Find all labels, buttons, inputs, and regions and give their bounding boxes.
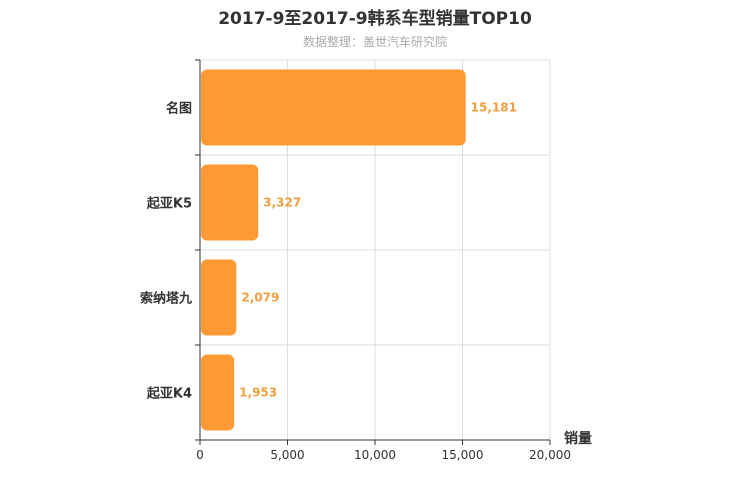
x-tick-label: 0: [196, 448, 204, 462]
data-label: 15,181: [471, 101, 517, 115]
bar: [201, 69, 466, 146]
chart-title: 2017-9至2017-9韩系车型销量TOP10: [218, 9, 532, 29]
bar: [201, 259, 237, 336]
bar: [201, 354, 235, 431]
x-tick-label: 15,000: [442, 448, 484, 462]
x-tick-label: 5,000: [270, 448, 304, 462]
bars-group: [201, 69, 466, 431]
data-label: 1,953: [239, 386, 277, 400]
chart-subtitle: 数据整理：盖世汽车研究院: [302, 35, 447, 49]
data-label: 2,079: [241, 291, 279, 305]
x-tick-label: 10,000: [354, 448, 396, 462]
category-label: 索纳塔九: [140, 291, 192, 307]
category-label: 起亚K5: [146, 196, 192, 212]
category-label: 起亚K4: [146, 386, 192, 402]
category-label: 名图: [166, 101, 192, 117]
x-tick-label: 20,000: [529, 448, 571, 462]
x-axis-title: 销量: [564, 430, 592, 447]
bar: [201, 164, 259, 241]
data-label: 3,327: [263, 196, 301, 210]
axes-group: [195, 59, 551, 445]
labels-group: 15,181 名图 3,327 起亚K5 2,079 索纳塔九 1,953 起亚K4 0 5,00…: [140, 101, 592, 463]
